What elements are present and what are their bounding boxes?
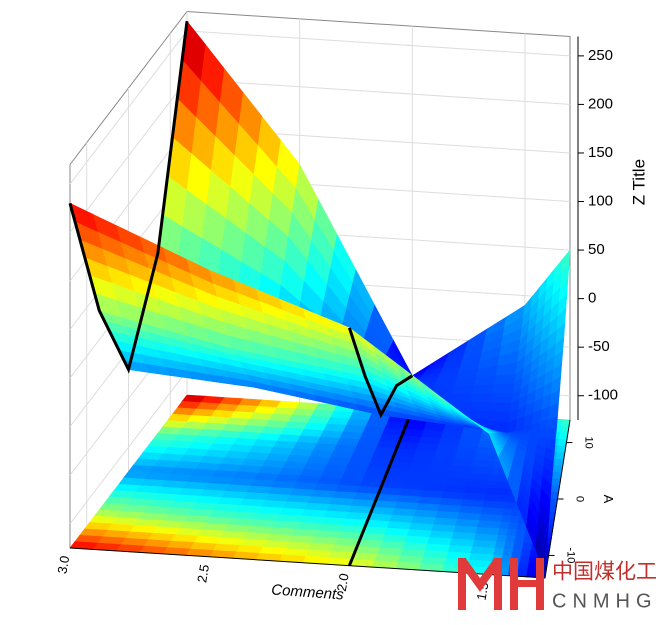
z-tick-label: 50: [588, 241, 605, 258]
floor-patch: [503, 501, 515, 510]
logo-m: [458, 557, 502, 592]
surface-cell: [515, 249, 571, 375]
surface-line: [347, 327, 414, 419]
floor-patch: [500, 515, 512, 523]
z-tick-label: 250: [588, 47, 613, 64]
z-tick-label: 0: [588, 290, 596, 307]
y-tick-label: 0: [574, 496, 586, 502]
surface-cell: [497, 416, 558, 486]
x-tick-label: 3.0: [54, 555, 72, 575]
floor-patch: [516, 569, 528, 578]
surface-patch: [470, 393, 494, 404]
surface-patch: [451, 385, 475, 395]
floor-patch: [520, 549, 532, 558]
z-axis-title: Z Title: [629, 159, 648, 205]
floor-cell: [98, 471, 256, 519]
watermark-code: CNMHG: [552, 590, 658, 612]
surface-patch: [537, 428, 549, 439]
surface-line: [68, 21, 189, 374]
floor-patch: [515, 529, 527, 538]
logo-bar: [510, 580, 542, 587]
surface-cell: [396, 304, 526, 386]
surface-patch: [472, 384, 495, 395]
floor-patch: [493, 547, 505, 556]
floor-patch: [509, 515, 521, 524]
floor-patch: [511, 549, 523, 557]
surface-patch: [489, 402, 512, 414]
floor-patch: [521, 543, 533, 551]
floor-cell: [209, 517, 366, 566]
floor-patch: [505, 495, 516, 504]
z-tick-label: -50: [588, 338, 610, 355]
floor-patch: [512, 542, 524, 551]
x-tick-label: 2.5: [194, 563, 212, 583]
z-tick-label: -100: [588, 387, 618, 404]
surface-cell: [157, 20, 300, 311]
watermark: 中国煤化工 CNMHG: [458, 557, 658, 612]
floor-patch: [514, 535, 526, 544]
floor-patch: [502, 508, 513, 517]
floor-patch: [526, 569, 538, 578]
floor-cell: [231, 479, 382, 528]
surface-patch: [449, 393, 473, 403]
x-axis-title: Comments: [271, 581, 345, 603]
z-tick-label: 200: [588, 95, 613, 112]
surface-patch: [494, 373, 517, 386]
floor-cell: [127, 432, 278, 480]
surface-cell: [488, 432, 552, 574]
floor-patch: [508, 522, 519, 531]
floor-patch: [519, 556, 531, 565]
surface-patch: [490, 393, 514, 404]
surface-patch: [546, 427, 557, 440]
floor-patch: [505, 535, 517, 544]
floor-patch: [502, 548, 514, 557]
floor-line: [348, 409, 414, 567]
surface-cell: [209, 269, 366, 377]
logo-bar: [458, 558, 466, 610]
floor-cell: [157, 394, 301, 442]
z-tick-label: 100: [588, 192, 613, 209]
logo-bar: [494, 558, 502, 610]
floor-patch: [550, 478, 561, 487]
y-axis-title: A: [601, 495, 616, 504]
z-tick-label: 150: [588, 144, 613, 161]
y-tick-label: 10: [583, 436, 595, 448]
floor-patch: [496, 534, 508, 543]
floor-cell: [364, 487, 508, 536]
grid-line: [69, 30, 571, 185]
floor-cell: [254, 440, 398, 489]
logo-bar: [536, 558, 544, 610]
y-tick-label: -10: [565, 547, 577, 563]
surface-patch: [468, 401, 492, 413]
watermark-text: 中国煤化工: [552, 561, 657, 584]
surface-cell: [231, 347, 382, 416]
floor-patch: [517, 562, 530, 571]
surface-cell: [276, 163, 413, 386]
floor-cell: [348, 526, 499, 575]
surface-patch: [492, 383, 515, 395]
surface-cell: [348, 326, 499, 435]
surface-cell: [69, 202, 233, 349]
x-tick-label: 2.0: [334, 572, 352, 592]
floor-patch: [503, 541, 515, 550]
floor-cell: [69, 509, 233, 558]
floor-patch: [506, 528, 518, 537]
axis-line: [69, 419, 571, 579]
surface-cell: [506, 337, 565, 434]
floor-patch: [549, 484, 560, 493]
floor-patch: [494, 541, 506, 550]
floor-patch: [499, 521, 511, 530]
